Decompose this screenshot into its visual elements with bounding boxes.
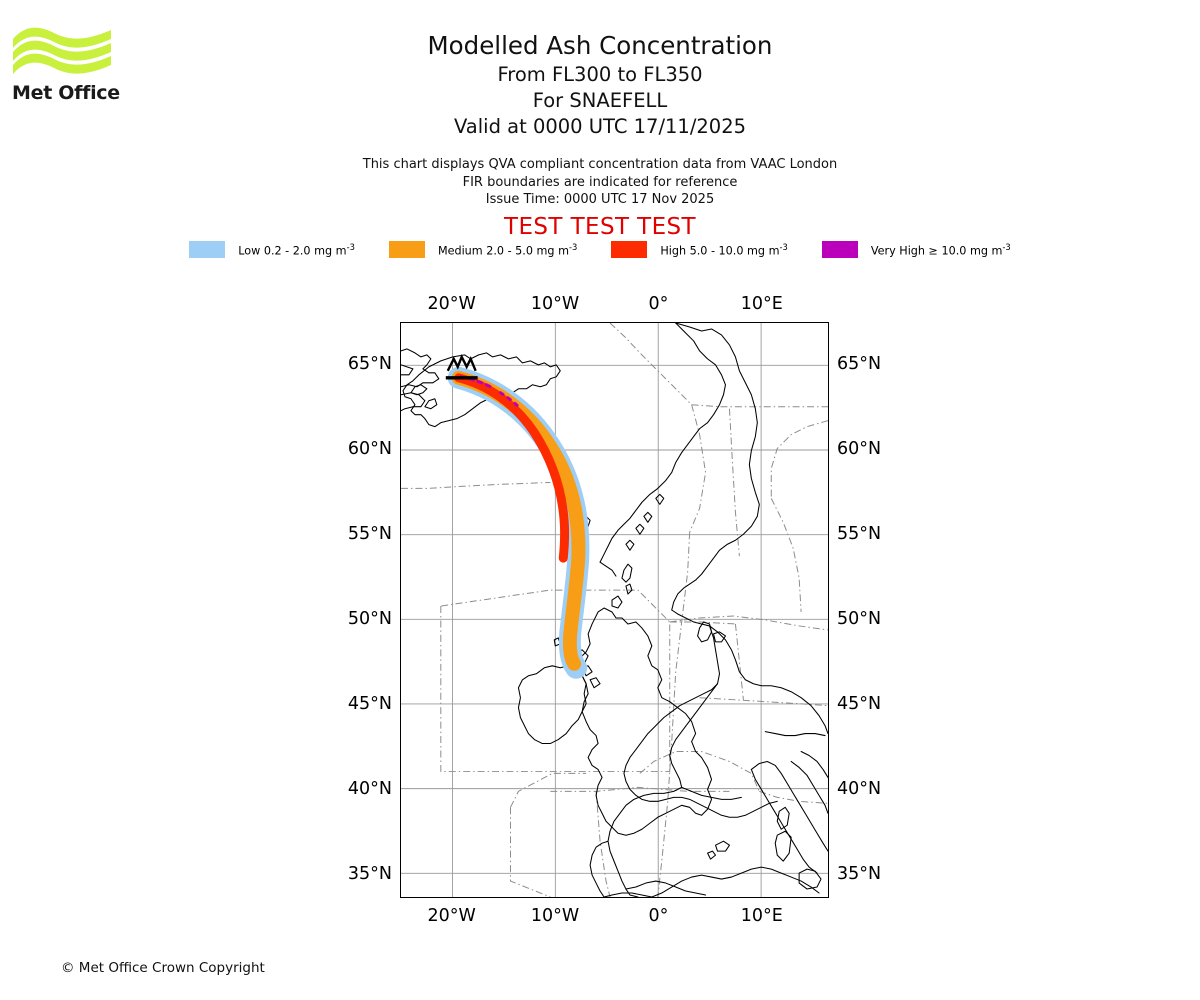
y-tick-right-3: 50°N xyxy=(837,609,882,630)
legend: Low 0.2 - 2.0 mg m-3 Medium 2.0 - 5.0 mg… xyxy=(0,241,1200,258)
legend-label-high: High 5.0 - 10.0 mg m-3 xyxy=(660,241,788,258)
test-banner-block: TEST TEST TEST xyxy=(0,214,1200,240)
x-tick-top-0: 20°W xyxy=(427,294,476,314)
note-qva: This chart displays QVA compliant concen… xyxy=(362,157,838,172)
test-banner: TEST TEST TEST xyxy=(504,214,696,240)
map-canvas xyxy=(401,323,828,897)
subtitle-flight-levels: From FL300 to FL350 xyxy=(497,63,703,86)
y-tick-left-5: 40°N xyxy=(347,779,392,800)
copyright-notice: © Met Office Crown Copyright xyxy=(61,960,265,976)
legend-item-very-high: Very High ≥ 10.0 mg m-3 xyxy=(821,241,1011,258)
legend-label-medium: Medium 2.0 - 5.0 mg m-3 xyxy=(437,241,578,258)
legend-swatch-high xyxy=(611,241,648,258)
ash-plume xyxy=(447,366,590,679)
y-tick-left-0: 65°N xyxy=(347,354,392,375)
x-tick-bottom-3: 10°E xyxy=(740,906,783,926)
y-tick-right-2: 55°N xyxy=(837,524,882,545)
subtitle-valid-time: Valid at 0000 UTC 17/11/2025 xyxy=(453,115,747,138)
x-tick-bottom-2: 0° xyxy=(648,906,669,926)
legend-item-low: Low 0.2 - 2.0 mg m-3 xyxy=(189,241,355,258)
legend-item-high: High 5.0 - 10.0 mg m-3 xyxy=(611,241,788,258)
logo-wordmark: Met Office xyxy=(12,82,120,104)
y-tick-left-4: 45°N xyxy=(347,694,392,715)
x-tick-top-3: 10°E xyxy=(740,294,783,314)
title-block: Modelled Ash Concentration From FL300 to… xyxy=(0,30,1200,140)
x-tick-bottom-1: 10°W xyxy=(530,906,580,926)
x-tick-top-1: 10°W xyxy=(530,294,580,314)
met-office-waves-icon xyxy=(13,27,111,74)
map-plot-area[interactable] xyxy=(400,322,829,898)
legend-swatch-low xyxy=(189,241,226,258)
map-gridlines xyxy=(401,323,828,897)
y-tick-right-4: 45°N xyxy=(837,694,882,715)
y-tick-right-6: 35°N xyxy=(837,864,882,885)
volcano-icon xyxy=(445,353,478,380)
legend-item-medium: Medium 2.0 - 5.0 mg m-3 xyxy=(388,241,578,258)
note-issue-time: Issue Time: 0000 UTC 17 Nov 2025 xyxy=(485,192,715,207)
y-tick-right-1: 60°N xyxy=(837,439,882,460)
notes-block: This chart displays QVA compliant concen… xyxy=(0,156,1200,209)
y-tick-left-1: 60°N xyxy=(347,439,392,460)
legend-swatch-very-high xyxy=(821,241,858,258)
page-title: Modelled Ash Concentration xyxy=(427,31,773,60)
legend-label-low: Low 0.2 - 2.0 mg m-3 xyxy=(238,241,355,258)
y-tick-left-6: 35°N xyxy=(347,864,392,885)
x-tick-bottom-0: 20°W xyxy=(427,906,476,926)
coastlines xyxy=(401,323,828,897)
legend-swatch-medium xyxy=(388,241,425,258)
x-tick-top-2: 0° xyxy=(648,294,669,314)
legend-label-very-high: Very High ≥ 10.0 mg m-3 xyxy=(870,241,1011,258)
note-fir: FIR boundaries are indicated for referen… xyxy=(462,174,738,190)
y-tick-left-2: 55°N xyxy=(347,524,392,545)
map-container: 20°W 10°W 0° 10°E 20°W 10°W 0° 10°E 65°N 60°N 55… xyxy=(348,294,881,926)
fir-boundaries xyxy=(401,323,828,897)
y-tick-right-0: 65°N xyxy=(837,354,882,375)
met-office-logo: Met Office xyxy=(12,26,122,116)
y-tick-right-5: 40°N xyxy=(837,779,882,800)
subtitle-volcano: For SNAEFELL xyxy=(532,89,668,112)
y-tick-left-3: 50°N xyxy=(347,609,392,630)
